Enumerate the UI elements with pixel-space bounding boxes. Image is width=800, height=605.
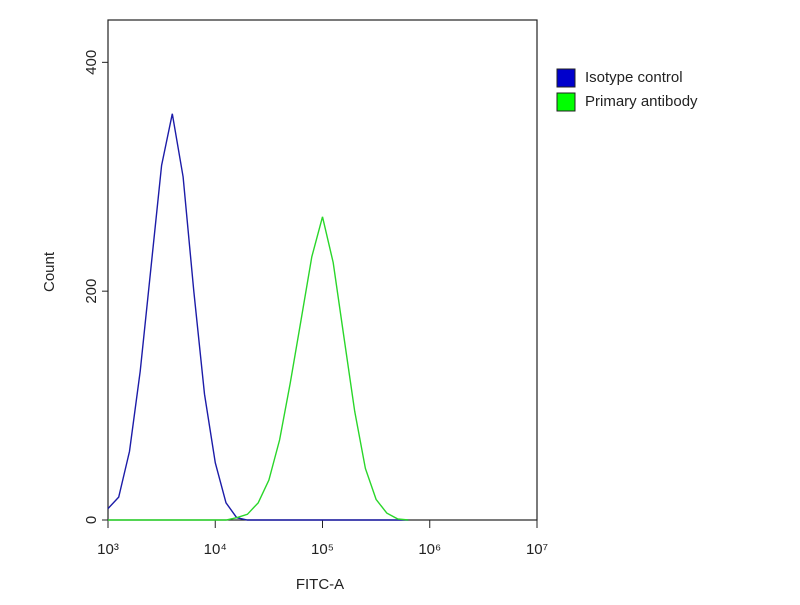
legend-swatch bbox=[556, 92, 576, 112]
x-tick-label: 10⁵ bbox=[311, 541, 334, 558]
y-tick-label: 200 bbox=[83, 279, 100, 304]
x-tick-label: 10⁶ bbox=[418, 541, 441, 558]
x-axis-label: FITC-A bbox=[296, 576, 344, 593]
histogram-line bbox=[107, 113, 409, 521]
legend-label: Isotype control bbox=[585, 69, 683, 86]
x-tick-label: 10⁷ bbox=[526, 541, 548, 558]
y-tick-label: 0 bbox=[83, 516, 100, 524]
histogram-line bbox=[108, 216, 409, 521]
y-tick-label: 400 bbox=[83, 50, 100, 75]
x-tick-label: 10³ bbox=[97, 541, 119, 558]
plot-frame bbox=[107, 19, 538, 521]
legend-label: Primary antibody bbox=[585, 93, 698, 110]
x-tick-label: 10⁴ bbox=[204, 541, 227, 558]
legend-swatch bbox=[556, 68, 576, 88]
y-axis-label: Count bbox=[41, 251, 58, 292]
